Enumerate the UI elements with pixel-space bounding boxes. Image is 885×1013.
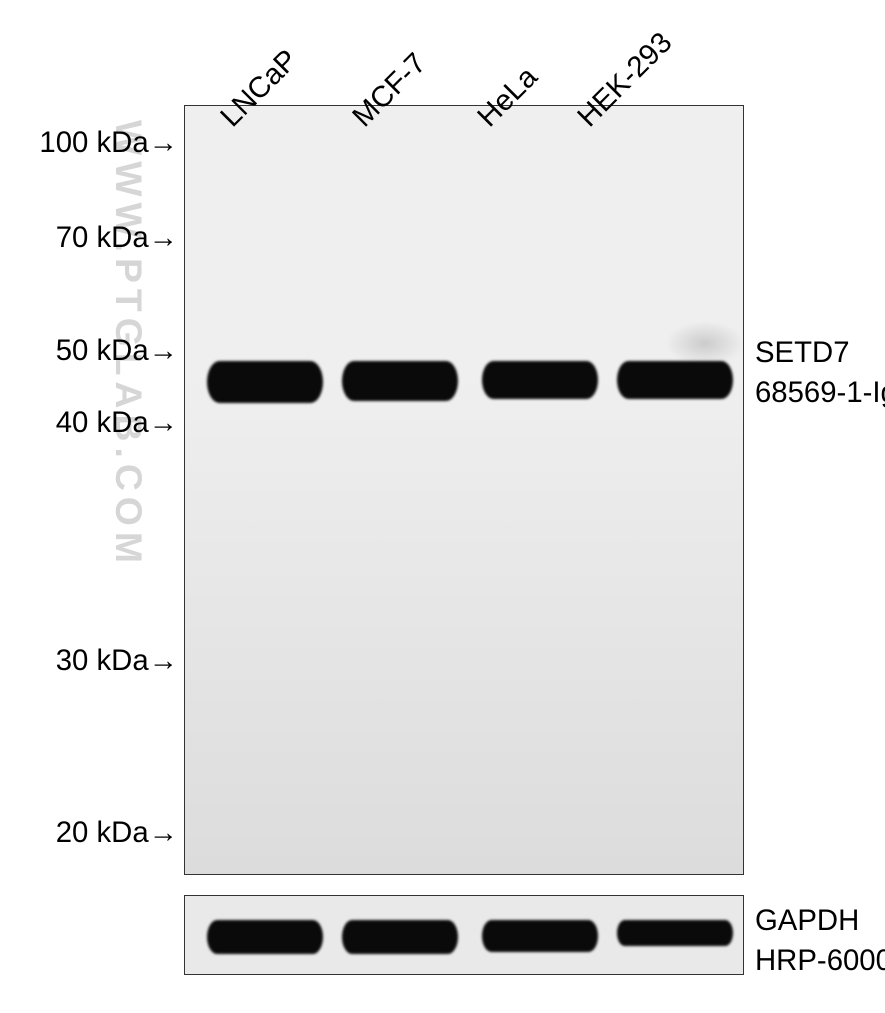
- molecular-weight-marker: 40 kDa→: [0, 406, 178, 440]
- blot-band: [342, 920, 457, 954]
- band-smudge: [665, 321, 745, 366]
- antibody-label: SETD7: [755, 336, 850, 370]
- blot-band: [342, 361, 457, 401]
- antibody-label: 68569-1-Ig: [755, 376, 885, 410]
- blot-band: [482, 920, 597, 952]
- molecular-weight-marker: 70 kDa→: [0, 221, 178, 255]
- blot-panel-secondary: [184, 895, 744, 975]
- blot-band: [207, 920, 322, 954]
- molecular-weight-marker: 100 kDa→: [0, 126, 178, 160]
- molecular-weight-marker: 20 kDa→: [0, 816, 178, 850]
- molecular-weight-marker: 50 kDa→: [0, 334, 178, 368]
- blot-band: [617, 361, 732, 399]
- antibody-label: HRP-60004: [755, 944, 885, 978]
- blot-band: [482, 361, 597, 399]
- blot-band: [207, 361, 322, 403]
- figure-container: WWW.PTGLAB.COM LNCaPMCF-7HeLaHEK-293100 …: [0, 0, 885, 1013]
- antibody-label: GAPDH: [755, 904, 859, 938]
- blot-panel-main: [184, 105, 744, 875]
- molecular-weight-marker: 30 kDa→: [0, 644, 178, 678]
- blot-band: [617, 920, 732, 946]
